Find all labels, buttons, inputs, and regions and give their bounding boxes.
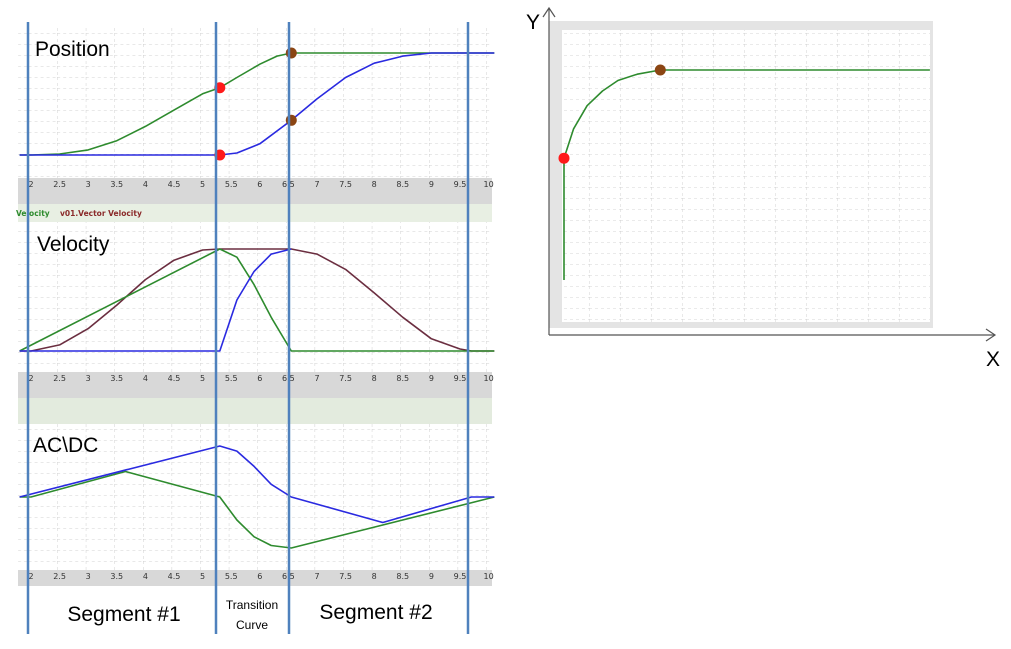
tick-label-0-4: 4 [143,180,148,189]
marker-2 [285,47,297,59]
legend-velocity: Velocity [16,209,50,218]
tick-label-0-5: 4.5 [168,180,181,189]
acdc-series [19,445,495,549]
tick-label-2-5: 4.5 [168,572,181,581]
x-axis-label: X [986,348,1000,371]
y-axis-label: Y [526,11,540,34]
marker-3 [285,114,297,126]
tick-label-0-13: 8.5 [396,180,409,189]
velocity-tick-labels: 22.533.544.555.566.577.588.599.510 [28,374,493,383]
tick-label-0-12: 8 [372,180,377,189]
xy-markers [558,64,666,164]
tick-label-1-4: 4 [143,374,148,383]
series-line-0-0 [19,52,495,156]
tick-label-2-13: 8.5 [396,572,409,581]
acdc-grid [18,424,492,570]
segment1-label: Segment #1 [67,603,180,626]
tick-label-2-1: 2.5 [53,572,66,581]
transition-label-line2: Curve [236,618,268,632]
tick-label-0-15: 9.5 [454,180,467,189]
xy-grid [562,30,930,322]
tick-label-1-7: 5.5 [225,374,238,383]
tick-label-2-7: 5.5 [225,572,238,581]
xy-series [563,69,930,280]
tick-label-0-7: 5.5 [225,180,238,189]
tick-label-2-11: 7.5 [339,572,352,581]
tick-label-1-14: 9 [429,374,434,383]
series-line-0-1 [19,52,495,156]
tick-label-2-16: 10 [484,572,494,581]
tick-label-2-4: 4 [143,572,148,581]
tick-label-2-8: 6 [257,572,262,581]
position-axis-strip [18,178,492,204]
tick-label-2-0: 2 [28,572,33,581]
tick-label-0-6: 5 [200,180,205,189]
acdc-title: AC\DC [33,434,98,457]
tick-label-1-11: 7.5 [339,374,352,383]
tick-label-1-12: 8 [372,374,377,383]
tick-label-0-2: 3 [86,180,91,189]
transition-label-line1: Transition [226,598,278,612]
tick-label-2-12: 8 [372,572,377,581]
position-title: Position [35,38,110,61]
tick-label-0-10: 7 [314,180,319,189]
segment2-label: Segment #2 [319,601,432,624]
series-line-1-2 [19,248,292,352]
tick-label-2-6: 5 [200,572,205,581]
velocity-series [19,248,495,352]
tick-label-0-1: 2.5 [53,180,66,189]
tick-label-1-0: 2 [28,374,33,383]
tick-label-1-16: 10 [484,374,494,383]
series-line-2-0 [19,470,495,549]
tick-label-2-14: 9 [429,572,434,581]
velocity-title: Velocity [37,233,110,256]
tick-label-2-3: 3.5 [110,572,123,581]
tick-label-1-15: 9.5 [454,374,467,383]
acdc-tick-labels: 22.533.544.555.566.577.588.599.510 [28,572,493,581]
tick-label-1-13: 8.5 [396,374,409,383]
velocity-gap-strip [18,398,492,424]
velocity-axis-strip [18,372,492,398]
series-line-1-0 [19,248,495,352]
position-series [19,52,495,156]
xy-series-line-0 [563,69,930,280]
legend-strip [18,204,492,222]
xy-marker-0 [558,152,570,164]
tick-label-1-1: 2.5 [53,374,66,383]
tick-label-1-10: 7 [314,374,319,383]
tick-label-0-3: 3.5 [110,180,123,189]
tick-label-1-6: 5 [200,374,205,383]
velocity-grid [18,222,492,372]
tick-label-1-3: 3.5 [110,374,123,383]
tick-label-0-11: 7.5 [339,180,352,189]
y-axis-arrow [542,6,556,18]
tick-label-2-2: 3 [86,572,91,581]
tick-label-1-2: 3 [86,374,91,383]
tick-label-0-16: 10 [484,180,494,189]
tick-label-2-15: 9.5 [454,572,467,581]
x-axis-arrow [985,328,997,342]
tick-label-0-0: 2 [28,180,33,189]
tick-label-1-5: 4.5 [168,374,181,383]
legend-vector-velocity: v01.Vector Velocity [60,209,142,218]
tick-label-0-8: 6 [257,180,262,189]
stacked-motion-charts: 22.533.544.555.566.577.588.599.510 22.53… [16,22,495,634]
series-line-1-1 [19,248,495,352]
acdc-axis-strip [18,570,492,586]
xy-marker-1 [654,64,666,76]
series-line-2-1 [19,445,495,524]
xy-path-chart: Y X [526,6,1000,371]
tick-label-1-8: 6 [257,374,262,383]
tick-label-0-14: 9 [429,180,434,189]
tick-label-2-10: 7 [314,572,319,581]
